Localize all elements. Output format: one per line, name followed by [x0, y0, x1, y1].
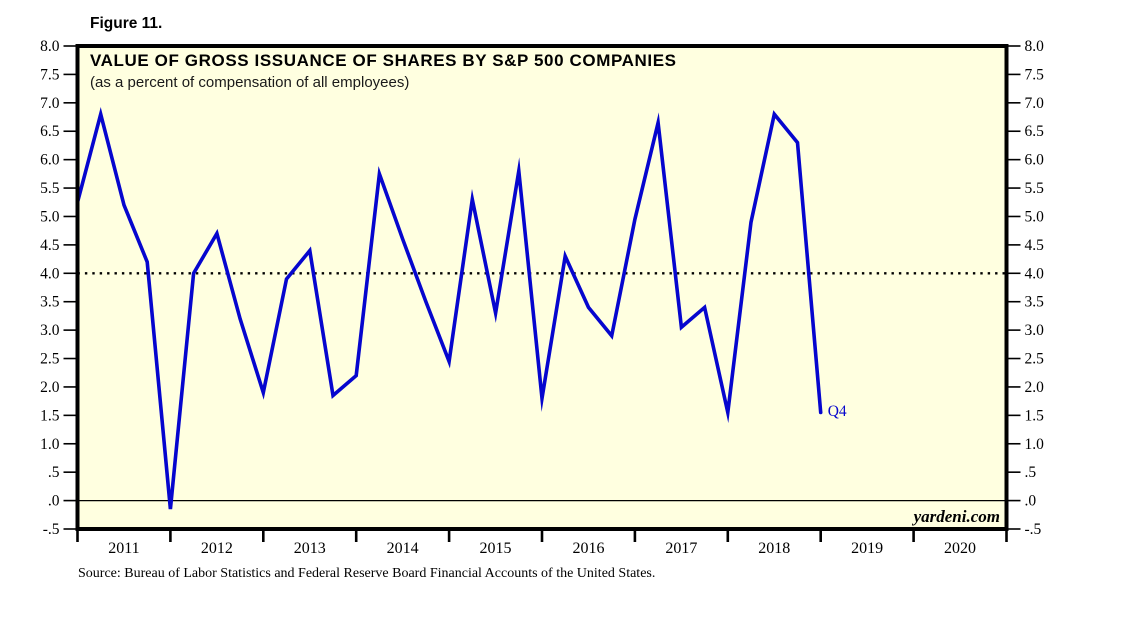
plot-border: [75, 44, 1009, 531]
x-axis-year-label: 2019: [851, 540, 883, 557]
x-axis-year-label: 2017: [665, 540, 697, 557]
y-axis-tick-label-right: 2.0: [1025, 379, 1045, 396]
y-axis-tick-label-left: 7.5: [40, 66, 60, 83]
y-axis-tick-label-left: 1.0: [40, 436, 60, 453]
data-series-gross-issuance: [75, 107, 823, 510]
figure-label: Figure 11.: [90, 15, 163, 32]
x-axis-year-label: 2014: [387, 540, 419, 557]
y-axis-tick-label-left: 8.0: [40, 38, 60, 55]
x-axis-year-label: 2011: [108, 540, 139, 557]
watermark-yardeni: yardeni.com: [913, 507, 1000, 526]
y-axis-tick-label-left: 2.5: [40, 351, 60, 368]
y-axis-tick-label-left: 5.5: [40, 180, 60, 197]
y-axis-tick-label-right: 4.0: [1025, 265, 1045, 282]
y-axis-tick-label-right: 2.5: [1025, 351, 1045, 368]
y-axis-tick-label-left: -.5: [43, 521, 60, 538]
y-axis-tick-label-left: 5.0: [40, 208, 60, 225]
y-axis-tick-label-right: 6.5: [1025, 123, 1045, 140]
y-axis-tick-label-right: 5.0: [1025, 208, 1045, 225]
chart-title: VALUE OF GROSS ISSUANCE OF SHARES BY S&P…: [90, 51, 677, 70]
y-axis-tick-label-right: 8.0: [1025, 38, 1045, 55]
y-axis-tick-label-left: 2.0: [40, 379, 60, 396]
y-axis-tick-label-right: 7.0: [1025, 95, 1045, 112]
y-axis-tick-label-left: 4.5: [40, 237, 60, 254]
x-axis-year-label: 2016: [572, 540, 604, 557]
y-axis-tick-label-left: .0: [48, 493, 60, 510]
y-axis-tick-label-right: .5: [1025, 464, 1037, 481]
y-axis-tick-label-right: 5.5: [1025, 180, 1045, 197]
y-axis-tick-label-left: 3.0: [40, 322, 60, 339]
y-axis-tick-label-left: 1.5: [40, 407, 60, 424]
x-axis-year-label: 2013: [294, 540, 326, 557]
y-axis-tick-label-right: 3.0: [1025, 322, 1045, 339]
y-axis-tick-label-right: 7.5: [1025, 66, 1045, 83]
x-axis-year-label: 2015: [480, 540, 512, 557]
y-axis-tick-label-right: .0: [1025, 493, 1037, 510]
last-point-quarter-label: Q4: [827, 402, 847, 420]
y-axis-tick-label-right: 4.5: [1025, 237, 1045, 254]
y-axis-tick-label-left: .5: [48, 464, 60, 481]
x-axis-year-label: 2020: [944, 540, 976, 557]
y-axis-tick-label-left: 3.5: [40, 294, 60, 311]
y-axis-tick-label-right: -.5: [1025, 521, 1042, 538]
chart-subtitle: (as a percent of compensation of all emp…: [90, 74, 410, 91]
y-axis-tick-label-right: 6.0: [1025, 152, 1045, 169]
x-axis-year-label: 2012: [201, 540, 233, 557]
source-note: Source: Bureau of Labor Statistics and F…: [78, 566, 656, 581]
y-axis-tick-label-right: 1.0: [1025, 436, 1045, 453]
y-axis-tick-label-right: 3.5: [1025, 294, 1045, 311]
x-axis-year-label: 2018: [758, 540, 790, 557]
y-axis-tick-label-left: 7.0: [40, 95, 60, 112]
y-axis-tick-label-left: 4.0: [40, 265, 60, 282]
plot-area: [77, 46, 1007, 529]
y-axis-tick-label-left: 6.0: [40, 152, 60, 169]
y-axis-tick-label-left: 6.5: [40, 123, 60, 140]
y-axis-tick-label-right: 1.5: [1025, 407, 1045, 424]
